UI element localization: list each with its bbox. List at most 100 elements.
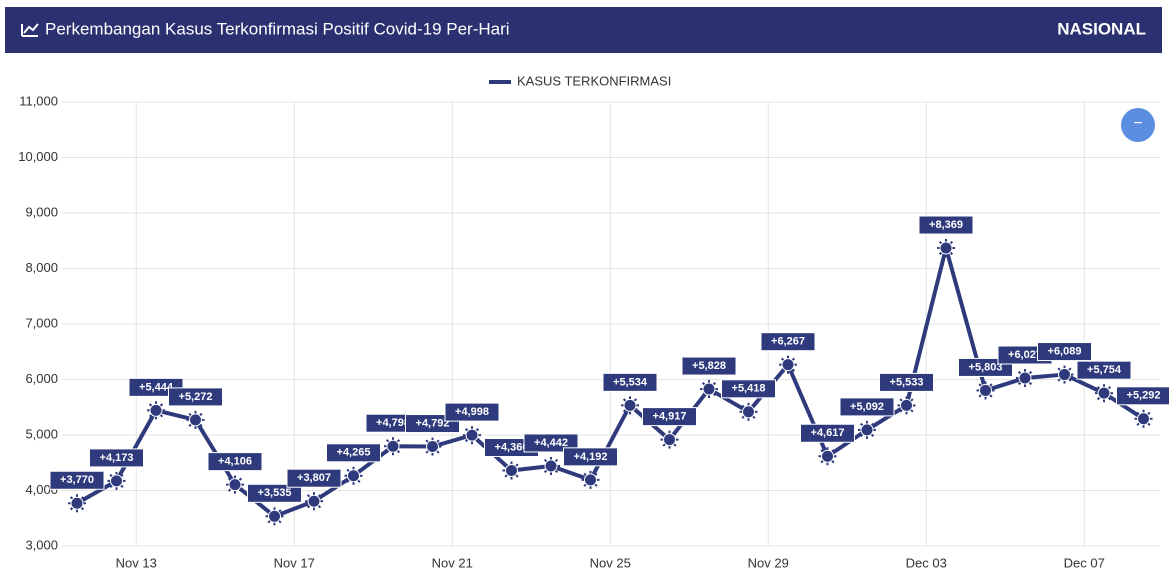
header-region: NASIONAL <box>1057 19 1146 38</box>
y-tick-label: 10,000 <box>18 149 58 164</box>
x-tick-label: Dec 03 <box>906 555 947 570</box>
marker-body <box>979 383 992 397</box>
virus-marker <box>581 470 600 489</box>
value-label: +4,998 <box>455 406 489 418</box>
value-label: +5,533 <box>890 376 924 388</box>
virus-marker <box>1016 369 1034 388</box>
y-tick-label: 7,000 <box>25 315 58 330</box>
y-tick-label: 11,000 <box>19 93 58 108</box>
marker-body <box>544 459 558 473</box>
chart-icon <box>21 23 39 37</box>
header-bar <box>5 7 1162 53</box>
virus-marker <box>1095 384 1113 403</box>
value-label-box <box>247 483 302 503</box>
marker-body <box>307 494 321 508</box>
virus-marker <box>384 437 402 456</box>
marker-body <box>939 241 953 255</box>
value-label: +3,535 <box>258 487 292 499</box>
virus-marker <box>858 420 876 439</box>
virus-marker <box>226 475 244 494</box>
value-label-box <box>918 215 974 235</box>
value-label-box <box>681 356 737 376</box>
value-label: +4,173 <box>100 452 134 464</box>
value-label: +6,089 <box>1048 345 1082 357</box>
marker-body <box>426 440 439 454</box>
marker-body <box>465 428 479 442</box>
virus-marker <box>502 461 521 480</box>
value-label-box <box>444 402 500 422</box>
x-tick-label: Nov 21 <box>432 555 473 570</box>
value-label: +4,617 <box>811 427 845 439</box>
value-label: +5,754 <box>1087 364 1122 376</box>
virus-marker <box>660 430 679 449</box>
value-label: +6,267 <box>771 336 805 348</box>
value-label: +5,092 <box>850 401 884 413</box>
virus-marker <box>147 401 165 420</box>
header-title: Perkembangan Kasus Terkonfirmasi Positif… <box>45 19 510 38</box>
legend-label: KASUS TERKONFIRMASI <box>517 73 671 88</box>
y-tick-label: 6,000 <box>25 371 58 386</box>
value-label-box <box>49 470 105 490</box>
y-tick-label: 3,000 <box>25 537 58 552</box>
virus-marker <box>68 494 86 513</box>
value-label-box <box>760 332 816 352</box>
marker-body <box>347 469 360 483</box>
marker-body <box>742 405 755 419</box>
virus-marker <box>423 437 442 456</box>
value-label-box <box>563 447 618 467</box>
value-label-box <box>721 379 776 399</box>
virus-marker <box>1055 365 1074 384</box>
virus-marker <box>700 380 718 399</box>
value-label-box <box>800 423 855 443</box>
virus-marker <box>621 396 639 415</box>
value-label: +3,770 <box>60 474 94 486</box>
virus-marker <box>779 355 797 374</box>
value-label: +5,272 <box>179 391 213 403</box>
x-tick-label: Nov 13 <box>116 555 157 570</box>
virus-marker <box>739 402 758 421</box>
collapse-button-label[interactable]: − <box>1133 115 1142 132</box>
value-label: +4,106 <box>218 456 252 468</box>
x-tick-label: Nov 17 <box>274 555 315 570</box>
marker-body <box>228 478 242 492</box>
marker-body <box>821 449 834 463</box>
value-label-box <box>326 443 381 463</box>
marker-body <box>268 509 281 523</box>
value-label-box <box>879 372 934 392</box>
marker-body <box>663 433 676 447</box>
virus-marker <box>1134 409 1153 428</box>
marker-body <box>860 423 874 437</box>
marker-body <box>386 439 400 453</box>
virus-marker <box>305 492 323 511</box>
marker-body <box>1097 386 1111 400</box>
x-tick-label: Nov 25 <box>590 555 631 570</box>
value-label: +4,192 <box>574 451 608 463</box>
marker-body <box>149 403 163 417</box>
virus-marker <box>344 466 363 485</box>
value-label: +5,418 <box>732 383 766 395</box>
virus-marker <box>107 471 126 490</box>
value-label-box <box>839 397 895 417</box>
virus-marker <box>897 396 916 415</box>
y-tick-label: 9,000 <box>25 204 58 219</box>
marker-body <box>1137 412 1150 426</box>
marker-body <box>781 358 795 372</box>
marker-body <box>623 398 637 412</box>
virus-marker <box>818 447 837 466</box>
value-label: +5,803 <box>969 361 1003 373</box>
virus-marker <box>542 456 560 475</box>
value-label: +4,917 <box>653 411 687 423</box>
value-label-box <box>602 372 658 392</box>
value-label: +3,807 <box>297 472 331 484</box>
marker-body <box>110 474 123 488</box>
virus-marker <box>937 239 955 258</box>
value-label: +5,292 <box>1127 390 1161 402</box>
value-label-box <box>1037 342 1092 362</box>
value-label: +4,442 <box>534 437 568 449</box>
marker-body <box>189 413 202 427</box>
marker-body <box>584 473 597 487</box>
x-tick-label: Dec 07 <box>1064 555 1105 570</box>
collapse-button[interactable] <box>1121 108 1155 142</box>
virus-marker <box>186 410 205 429</box>
